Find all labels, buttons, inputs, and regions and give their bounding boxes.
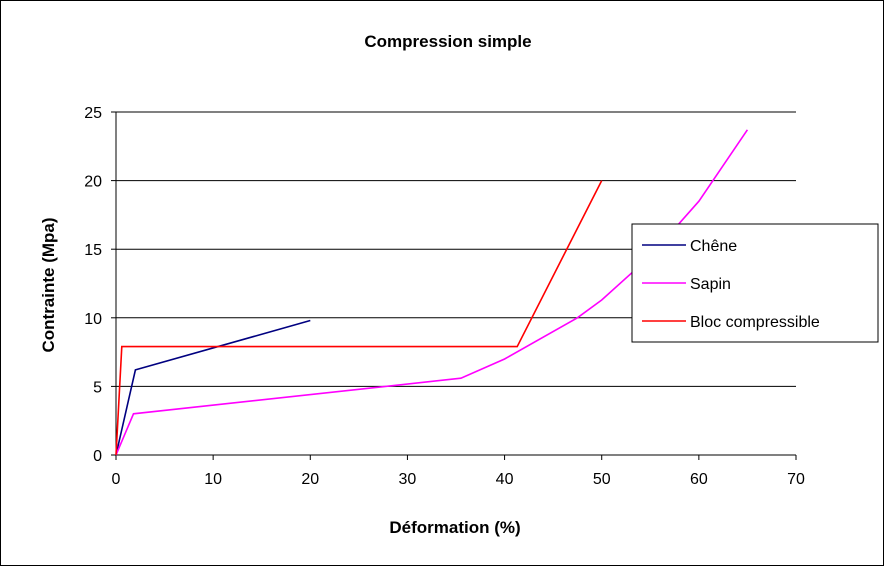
y-tick-label: 20 [84,174,102,191]
y-tick-label: 15 [84,242,102,259]
y-tick-label: 0 [93,448,102,465]
axes [111,111,797,460]
x-tick-label: 60 [690,471,708,488]
x-tick-label: 0 [112,471,121,488]
x-tick-label: 10 [204,471,222,488]
series-line-sapin [115,129,749,456]
x-tick-label: 30 [399,471,417,488]
y-tick-labels: 0 5 10 15 20 25 [84,105,102,465]
x-tick-label: 20 [301,471,319,488]
x-tick-label: 70 [787,471,805,488]
chart-title: Compression simple [364,32,531,51]
x-tick-label: 50 [593,471,611,488]
y-tick-label: 5 [93,379,102,396]
y-axis-label: Contrainte (Mpa) [39,217,58,352]
x-tick-label: 40 [496,471,514,488]
x-tick-labels: 0 10 20 30 40 50 60 70 [112,471,805,488]
series-line-bloc-compressible [115,180,603,456]
y-tick-label: 25 [84,105,102,122]
legend-label: Chêne [690,238,737,255]
legend-label: Sapin [690,276,731,293]
legend: Chêne Sapin Bloc compressible [631,223,879,343]
series-lines [115,129,749,456]
series-line-chêne [115,319,311,456]
y-tick-label: 10 [84,311,102,328]
x-axis-label: Déformation (%) [389,518,520,537]
legend-label: Bloc compressible [690,314,820,331]
